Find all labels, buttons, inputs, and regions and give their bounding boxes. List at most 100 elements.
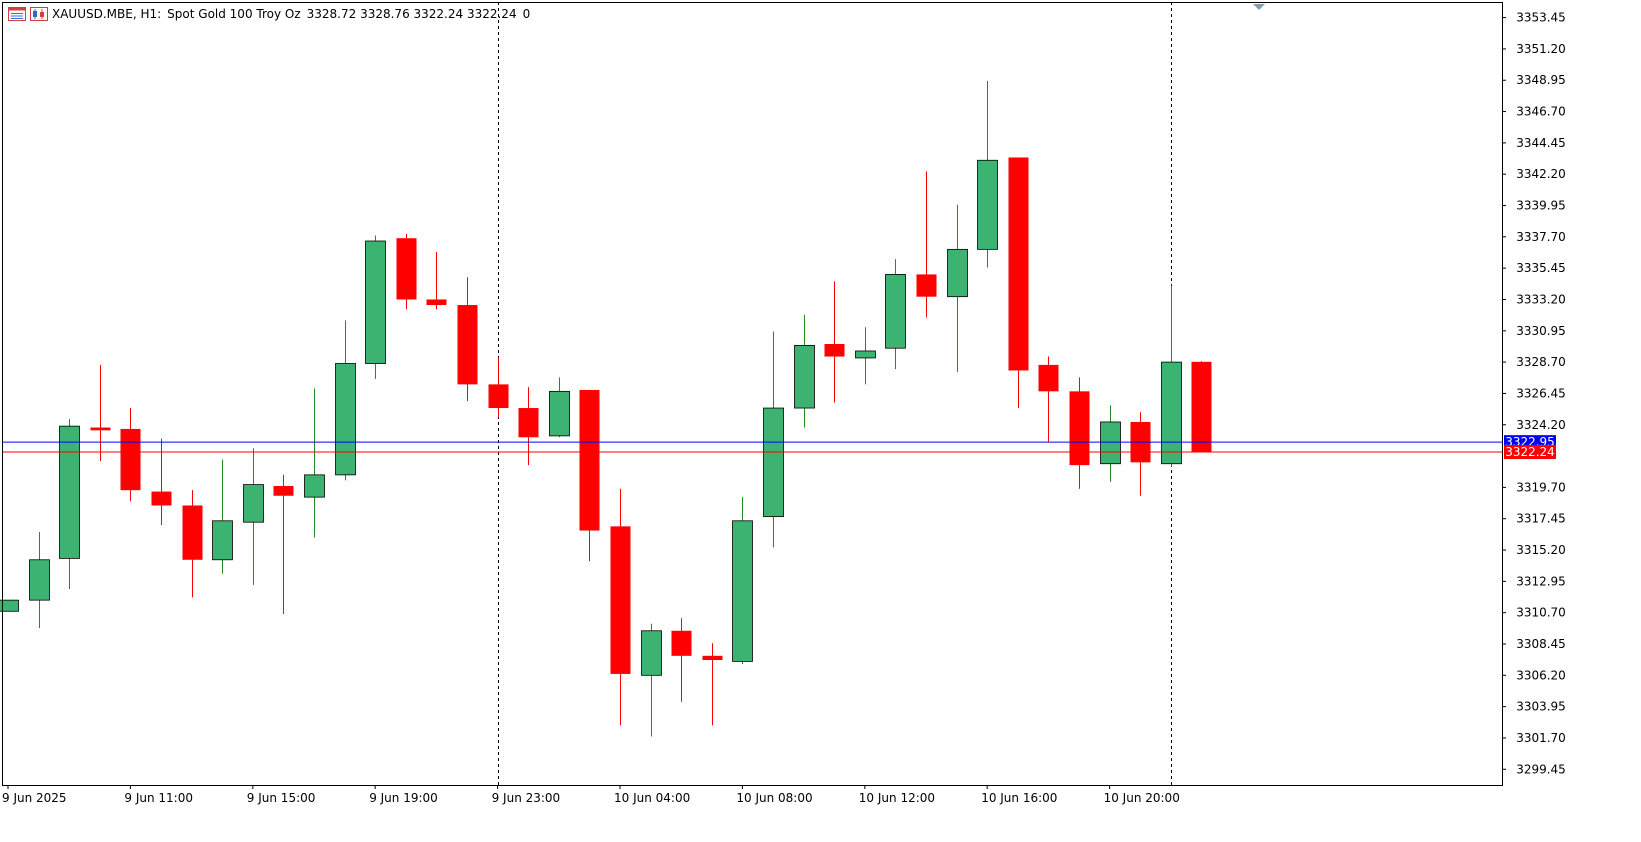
x-tick-label: 9 Jun 19:00 — [369, 791, 438, 805]
y-tick-label: 3324.20 — [1516, 418, 1566, 432]
y-tick-label: 3326.45 — [1516, 386, 1566, 400]
y-tick-label: 3344.45 — [1516, 136, 1566, 150]
candle — [518, 387, 539, 466]
candle — [0, 599, 19, 612]
y-tick-label: 3337.70 — [1516, 230, 1566, 244]
candle — [212, 459, 233, 574]
header-extra: 0 — [522, 7, 531, 21]
candle — [732, 497, 753, 665]
candle-body — [90, 427, 111, 431]
candle-body — [304, 474, 325, 498]
candle — [457, 277, 478, 402]
candle-body — [579, 389, 600, 531]
candle — [794, 314, 815, 428]
candle-body — [243, 484, 264, 523]
y-tick-label: 3301.70 — [1516, 731, 1566, 745]
ask-price-label-text: 3322.24 — [1505, 445, 1555, 459]
y-tick-label: 3330.95 — [1516, 324, 1566, 338]
candle-body — [641, 630, 662, 676]
symbol-description: Spot Gold 100 Troy Oz — [167, 7, 301, 21]
x-tick-label: 9 Jun 2025 — [2, 791, 67, 805]
candle — [1100, 405, 1121, 482]
candle — [579, 389, 600, 562]
candle-body — [0, 599, 19, 612]
candle — [855, 327, 876, 385]
candle-body — [1008, 157, 1029, 371]
candle-body — [457, 305, 478, 385]
candle — [916, 171, 937, 318]
y-tick-label: 3348.95 — [1516, 73, 1566, 87]
axes: 3353.45 3351.20 3348.95 3346.70 3344.45 3342.… — [2, 2, 1566, 805]
candle — [1161, 285, 1182, 467]
candle-body — [365, 240, 386, 364]
candle — [59, 419, 80, 590]
candle-body — [212, 520, 233, 561]
candle — [1069, 377, 1090, 489]
candle-body — [947, 248, 968, 298]
candle-body — [1191, 361, 1212, 453]
candle — [90, 364, 111, 461]
candle — [977, 80, 998, 268]
x-tick-label: 10 Jun 12:00 — [859, 791, 935, 805]
plot-frame — [2, 2, 1503, 786]
candle-body — [610, 526, 631, 674]
candle-body — [702, 655, 723, 660]
y-tick-label: 3308.45 — [1516, 637, 1566, 651]
candle-body — [671, 630, 692, 656]
candle — [29, 531, 50, 628]
candle — [182, 490, 203, 598]
candle-body — [518, 408, 539, 438]
candle-body — [824, 344, 845, 357]
candle-body — [151, 491, 172, 506]
y-tick-label: 3346.70 — [1516, 105, 1566, 119]
candle — [947, 204, 968, 372]
y-tick-label: 3342.20 — [1516, 167, 1566, 181]
x-tick-label: 10 Jun 08:00 — [736, 791, 812, 805]
x-tick-label: 9 Jun 23:00 — [492, 791, 561, 805]
candle — [671, 618, 692, 702]
x-tick-label: 10 Jun 20:00 — [1104, 791, 1180, 805]
candle-body — [120, 428, 141, 491]
candle — [304, 388, 325, 538]
candle-body — [488, 384, 509, 409]
candle-body — [732, 520, 753, 662]
candle — [1191, 361, 1212, 453]
candle — [641, 623, 662, 737]
y-tick-label: 3328.70 — [1516, 355, 1566, 369]
y-tick-label: 3312.95 — [1516, 574, 1566, 588]
candle-body — [1161, 361, 1182, 465]
candle — [243, 448, 264, 585]
chart-window-icon[interactable] — [8, 7, 26, 21]
symbol-timeframe: XAUUSD.MBE, H1: — [52, 7, 162, 21]
y-tick-label: 3303.95 — [1516, 700, 1566, 714]
candle-body — [1069, 391, 1090, 466]
candle-body — [59, 425, 80, 559]
candle — [273, 474, 294, 615]
candle-body — [794, 345, 815, 409]
candles-icon[interactable] — [30, 7, 48, 21]
candle-body — [396, 238, 417, 300]
chart-header: XAUUSD.MBE, H1: Spot Gold 100 Troy Oz 33… — [8, 5, 536, 23]
price-lines — [2, 441, 1502, 453]
x-tick-label: 10 Jun 04:00 — [614, 791, 690, 805]
ohlc-values: 3328.72 3328.76 3322.24 3322.24 — [306, 7, 517, 21]
candle-body — [855, 350, 876, 359]
candle-body — [916, 274, 937, 297]
candle-body — [335, 363, 356, 476]
candle — [120, 408, 141, 502]
candle-body — [426, 299, 447, 306]
candle — [824, 281, 845, 403]
x-tick-label: 9 Jun 11:00 — [124, 791, 193, 805]
candle — [1130, 412, 1151, 496]
chart-shift-icon[interactable] — [1253, 4, 1265, 10]
y-tick-label: 3306.20 — [1516, 668, 1566, 682]
y-tick-label: 3319.70 — [1516, 480, 1566, 494]
y-tick-label: 3339.95 — [1516, 199, 1566, 213]
candle-body — [763, 407, 784, 518]
candle — [396, 234, 417, 310]
y-tick-label: 3353.45 — [1516, 11, 1566, 25]
candle — [763, 331, 784, 548]
candle-body — [182, 505, 203, 560]
